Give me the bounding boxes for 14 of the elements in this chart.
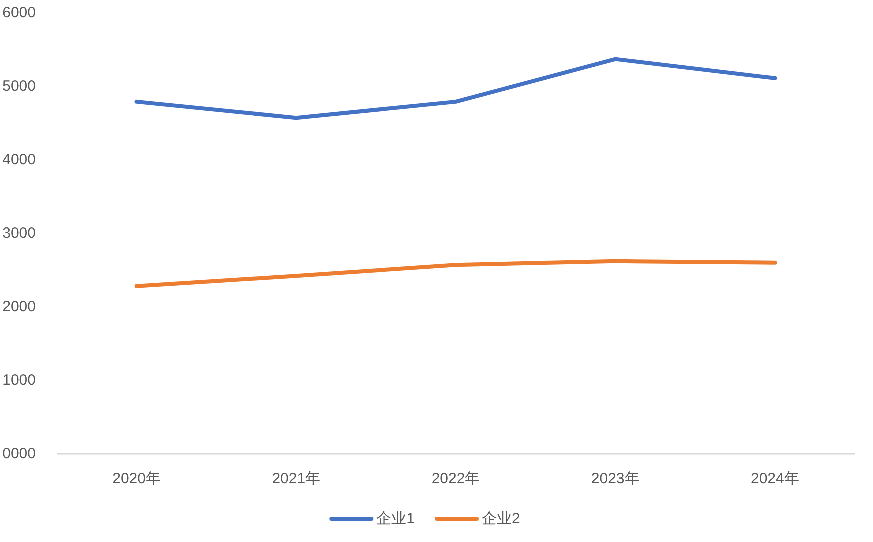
y-tick-label: 5000 xyxy=(2,78,36,95)
y-tick-label: 4000 xyxy=(2,152,36,168)
x-tick-label: 2021年 xyxy=(272,470,321,488)
x-tick-label: 2023年 xyxy=(591,470,640,488)
legend-label: 企业1 xyxy=(376,510,415,528)
y-tick-label: 1000 xyxy=(2,372,36,389)
legend-label: 企业2 xyxy=(482,510,520,528)
y-tick-label: 6000 xyxy=(2,4,36,22)
x-tick-label: 2022年 xyxy=(432,470,480,488)
y-tick-label: 2000 xyxy=(2,298,36,316)
y-tick-label: 0000 xyxy=(2,446,36,462)
x-tick-label: 2020年 xyxy=(112,470,161,488)
x-tick-label: 2024年 xyxy=(751,470,800,488)
y-tick-label: 3000 xyxy=(2,225,36,242)
